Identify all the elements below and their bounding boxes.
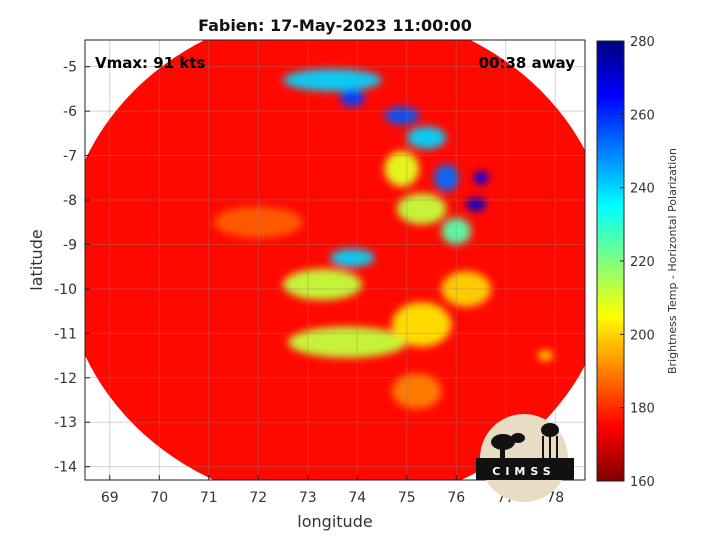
satellite-dish-icon: [491, 433, 525, 458]
y-tick-label: -5: [63, 60, 77, 76]
cloud-feature: [283, 68, 383, 92]
chart-title: Fabien: 17-May-2023 11:00:00: [198, 16, 472, 35]
y-tick-label: -12: [54, 371, 77, 387]
y-tick-label: -13: [54, 415, 77, 431]
colorbar: [596, 40, 625, 482]
cloud-feature: [441, 271, 491, 307]
swath-layer: [85, 40, 585, 480]
y-tick-label: -6: [63, 104, 77, 120]
cloud-feature: [396, 193, 447, 225]
grid: [85, 40, 585, 480]
cloud-feature: [283, 268, 363, 301]
colorbar-label: Brightness Temp - Horizontal Polarizatio…: [666, 148, 679, 374]
y-tick-label: -9: [63, 237, 77, 253]
logo-banner: [476, 458, 574, 480]
x-tick-label: 75: [398, 490, 416, 506]
cloud-feature: [537, 351, 553, 360]
cloud-feature: [213, 206, 303, 238]
cloud-feature: [287, 326, 407, 358]
y-tick-label: -14: [54, 460, 77, 476]
cloud-feature: [434, 164, 459, 192]
cloud-features: [213, 68, 553, 409]
cloud-feature: [330, 248, 375, 267]
x-tick-label: 70: [150, 490, 168, 506]
colorbar-ticks: 280 260 240 220 200 180 160: [620, 35, 655, 490]
logo-text: CIMSS: [492, 465, 555, 478]
cloud-feature: [441, 217, 472, 245]
y-tick-label: -10: [54, 282, 77, 298]
x-tick-label: 69: [101, 490, 119, 506]
colorbar-tick-label: 260: [630, 108, 655, 123]
water-tower-icon: [541, 423, 559, 458]
colorbar-tick-label: 240: [630, 182, 655, 197]
y-tick-label: -7: [63, 149, 77, 165]
colorbar-tick-label: 220: [630, 255, 655, 270]
colorbar-tick-label: 180: [630, 402, 655, 417]
cloud-feature: [384, 106, 420, 125]
y-tick-label: -8: [63, 193, 77, 209]
cloud-feature: [384, 151, 420, 187]
x-tick-label: 78: [546, 490, 564, 506]
cloud-feature: [391, 373, 442, 409]
cloud-feature: [406, 126, 447, 149]
plot-frame: [84, 39, 586, 481]
x-axis-label: longitude: [297, 512, 372, 531]
cloud-feature: [391, 302, 452, 347]
cimss-logo: CIMSS: [476, 414, 574, 502]
colorbar-tick-label: 280: [630, 35, 655, 50]
x-tick-label: 76: [447, 490, 465, 506]
cloud-feature: [473, 171, 489, 185]
vmax-label: Vmax: 91 kts: [95, 54, 205, 72]
time-away-label: 00:38 away: [479, 54, 576, 72]
colorbar-tick-label: 160: [630, 475, 655, 490]
x-tick-label: 72: [249, 490, 267, 506]
colorbar-tick-label: 200: [630, 328, 655, 343]
x-tick-label: 74: [348, 490, 366, 506]
cloud-feature: [339, 88, 365, 107]
y-tick-label: -11: [54, 326, 77, 342]
x-tick-label: 73: [299, 490, 317, 506]
x-tick-label: 71: [200, 490, 218, 506]
cloud-feature: [466, 197, 486, 212]
y-axis-label: latitude: [27, 229, 46, 290]
y-axis-ticks: -5 -6 -7 -8 -9 -10 -11 -12 -13 -14: [54, 60, 90, 476]
